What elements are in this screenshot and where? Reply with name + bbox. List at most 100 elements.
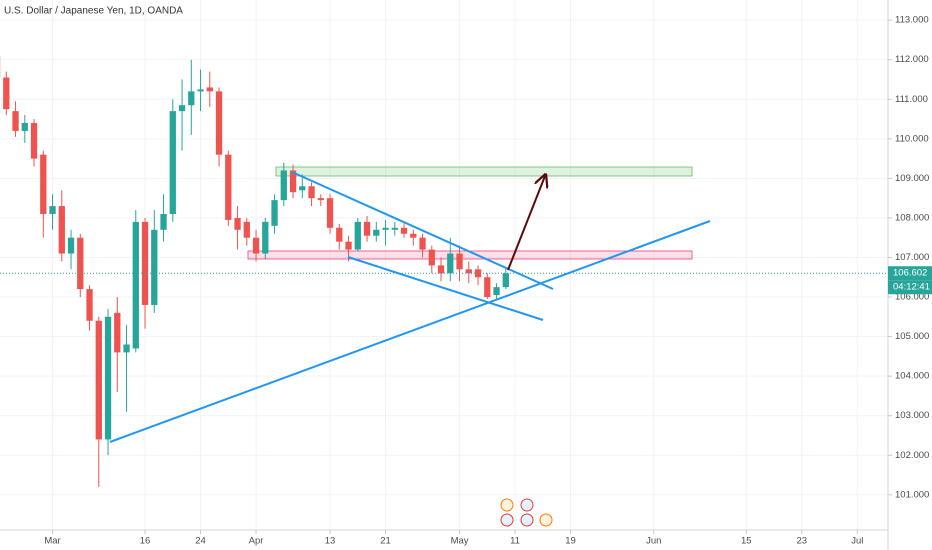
candle-body (95, 320, 102, 440)
candles (0, 55, 888, 487)
candle-body (271, 200, 278, 226)
channel-bottom (347, 256, 544, 321)
x-tick-label: 23 (797, 536, 808, 547)
candle-body (21, 123, 28, 131)
candle-body (354, 221, 361, 250)
last-price-tag (888, 266, 932, 281)
candle-body (197, 89, 204, 92)
x-tick-label: Mar (44, 536, 60, 547)
x-tick-label: 19 (565, 536, 576, 547)
candle-body (178, 105, 186, 112)
candle-body (289, 170, 297, 193)
event-icon (500, 498, 514, 512)
trend-line (109, 220, 711, 443)
y-tick-label: 108.000 (895, 212, 929, 223)
candle-body (299, 186, 306, 191)
candle-body (86, 289, 93, 321)
candle-body (132, 221, 139, 349)
y-tick-label: 109.000 (895, 173, 929, 184)
candle-body (336, 227, 343, 242)
candle-body (400, 227, 408, 234)
x-tick-label: May (451, 536, 469, 547)
y-tick-label: 110.000 (895, 133, 929, 144)
candle-body (280, 170, 287, 201)
x-tick-label: 15 (741, 536, 752, 547)
event-icon (520, 498, 534, 512)
candle-body (243, 221, 250, 238)
candle-body (456, 253, 463, 270)
candle-body (123, 344, 130, 353)
candle-body (447, 253, 454, 274)
candle-body (49, 206, 56, 214)
candle-body (474, 269, 482, 278)
candle-body (30, 123, 38, 159)
y-tick-label: 103.000 (895, 410, 929, 421)
candle-body (262, 221, 269, 254)
candle-body (169, 111, 176, 214)
x-tick-label: 13 (325, 536, 336, 547)
candle-body (104, 316, 112, 440)
candle-body (252, 237, 260, 254)
chart-title: U.S. Dollar / Japanese Yen, 1D, OANDA (4, 6, 183, 17)
event-icon (539, 513, 553, 527)
candle-body (391, 227, 398, 230)
candle-body (141, 221, 149, 305)
candle-body (114, 312, 121, 353)
candle-body (234, 217, 241, 230)
last-price-label: 106.602 (893, 268, 927, 279)
candle-body (215, 91, 223, 155)
y-tick-label: 105.000 (895, 331, 929, 342)
x-tick-label: 11 (510, 536, 520, 547)
y-tick-label: 112.000 (895, 54, 929, 65)
candle-body (437, 265, 445, 274)
candle-body (3, 77, 10, 110)
candle-body (67, 237, 75, 254)
candle-body (206, 87, 213, 92)
event-icons (500, 498, 553, 527)
y-tick-label: 113.000 (895, 15, 929, 26)
x-tick-label: 24 (195, 536, 206, 547)
candle-body (225, 154, 232, 220)
candle-body (465, 269, 472, 274)
candle-body (151, 229, 158, 305)
plot-area (0, 55, 888, 527)
y-tick-label: 107.000 (895, 252, 929, 263)
countdown-label: 04:12:41 (893, 282, 930, 293)
candle-body (12, 111, 19, 131)
candle-body (428, 249, 435, 266)
candle-body (326, 198, 334, 228)
candle-body (58, 206, 65, 254)
candle-body (345, 241, 352, 250)
x-tick-label: Apr (249, 536, 264, 547)
candle-body (363, 221, 371, 236)
candle-body (160, 213, 167, 230)
event-icon (500, 513, 514, 527)
resistance-zone (275, 166, 693, 177)
candle-body (188, 91, 195, 106)
candle-body (373, 229, 380, 236)
event-icon (520, 513, 534, 527)
y-tick-label: 102.000 (895, 450, 929, 461)
x-tick-label: 21 (380, 536, 391, 547)
candle-body (317, 198, 324, 201)
x-tick-label: Jun (646, 536, 661, 547)
candle-body (382, 227, 389, 230)
y-tick-label: 101.000 (895, 489, 929, 500)
y-tick-label: 106.000 (895, 292, 929, 303)
candle-body (308, 186, 315, 199)
x-tick-label: Jul (851, 536, 863, 547)
candle-body (419, 237, 426, 250)
axes: 101.000 102.000 103.000 104.000 105.000 106.0… (44, 15, 932, 547)
forecast-arrow (507, 176, 545, 271)
candle-body (77, 237, 84, 290)
countdown-tag (888, 280, 932, 295)
candle-body (410, 233, 417, 238)
candle-body (493, 287, 500, 296)
candle-body (484, 277, 491, 298)
y-tick-label: 111.000 (895, 94, 928, 105)
x-tick-label: 16 (140, 536, 151, 547)
candle-body (40, 154, 47, 214)
channel-top (291, 171, 554, 290)
candle-body (502, 273, 509, 288)
